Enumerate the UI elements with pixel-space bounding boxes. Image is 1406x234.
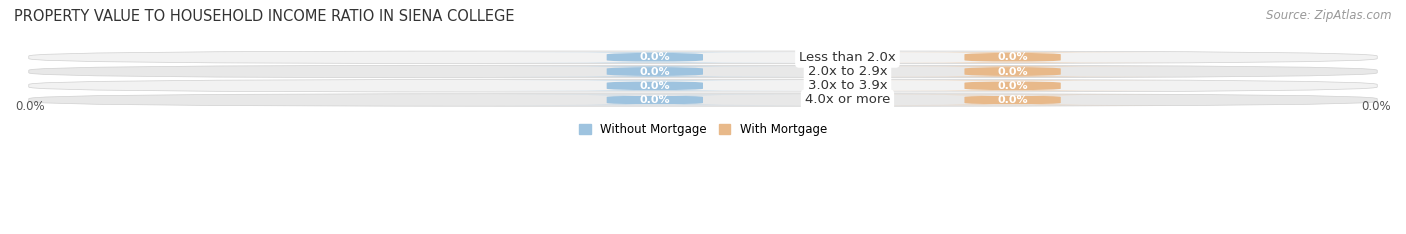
Legend: Without Mortgage, With Mortgage: Without Mortgage, With Mortgage (579, 123, 827, 136)
Text: PROPERTY VALUE TO HOUSEHOLD INCOME RATIO IN SIENA COLLEGE: PROPERTY VALUE TO HOUSEHOLD INCOME RATIO… (14, 9, 515, 24)
Text: Less than 2.0x: Less than 2.0x (799, 51, 896, 64)
FancyBboxPatch shape (496, 52, 813, 62)
Text: 4.0x or more: 4.0x or more (804, 93, 890, 106)
Text: 0.0%: 0.0% (640, 95, 671, 105)
FancyBboxPatch shape (855, 81, 1171, 91)
FancyBboxPatch shape (28, 65, 1378, 78)
FancyBboxPatch shape (28, 94, 1378, 106)
Text: 0.0%: 0.0% (640, 66, 671, 77)
FancyBboxPatch shape (28, 51, 1378, 64)
FancyBboxPatch shape (855, 66, 1171, 77)
Text: 0.0%: 0.0% (15, 100, 45, 113)
Text: 0.0%: 0.0% (640, 81, 671, 91)
Text: 0.0%: 0.0% (640, 52, 671, 62)
FancyBboxPatch shape (855, 52, 1171, 62)
Text: 0.0%: 0.0% (997, 81, 1028, 91)
FancyBboxPatch shape (496, 81, 813, 91)
Text: 0.0%: 0.0% (997, 66, 1028, 77)
Text: 0.0%: 0.0% (997, 95, 1028, 105)
FancyBboxPatch shape (28, 80, 1378, 92)
Text: 0.0%: 0.0% (997, 52, 1028, 62)
FancyBboxPatch shape (855, 95, 1171, 105)
FancyBboxPatch shape (496, 95, 813, 105)
Text: 0.0%: 0.0% (1361, 100, 1391, 113)
Text: Source: ZipAtlas.com: Source: ZipAtlas.com (1267, 9, 1392, 22)
FancyBboxPatch shape (496, 66, 813, 77)
Text: 3.0x to 3.9x: 3.0x to 3.9x (807, 79, 887, 92)
Text: 2.0x to 2.9x: 2.0x to 2.9x (807, 65, 887, 78)
